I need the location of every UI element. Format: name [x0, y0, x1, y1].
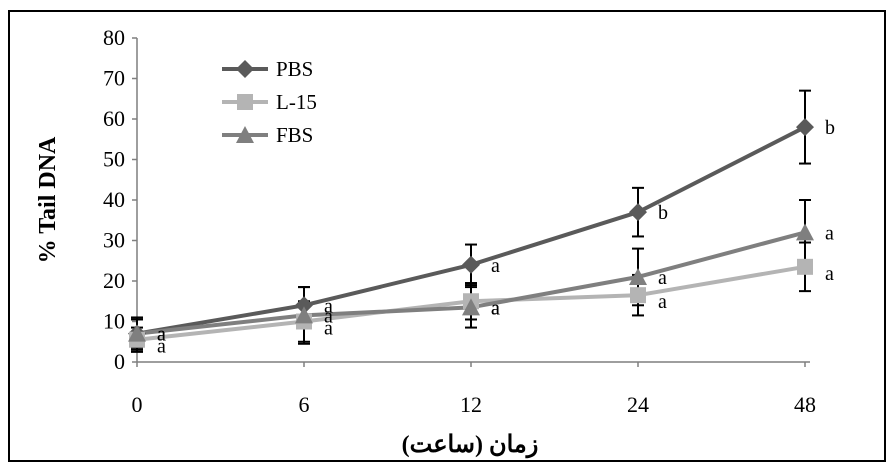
square-marker — [237, 94, 253, 110]
triangle-marker — [295, 306, 313, 324]
y-tick-label: 50 — [103, 147, 125, 172]
significance-label: b — [825, 117, 835, 139]
series-markers — [128, 118, 814, 348]
triangle-marker — [796, 223, 814, 241]
significance-label: a — [658, 291, 667, 313]
y-tick-label: 40 — [103, 187, 125, 212]
triangle-marker — [462, 298, 480, 316]
square-marker — [797, 258, 813, 275]
y-tick-label: 30 — [103, 228, 125, 253]
y-tick-label: 60 — [103, 106, 125, 131]
y-axis-title: % Tail DNA — [35, 136, 61, 263]
diamond-marker — [796, 118, 814, 137]
y-tick-label: 0 — [114, 349, 125, 374]
x-tick-label: 48 — [794, 392, 816, 417]
x-tick-label: 6 — [299, 392, 310, 417]
diamond-marker — [295, 296, 313, 315]
significance-label: a — [157, 324, 166, 346]
significance-label: a — [825, 263, 834, 285]
axes: 0 10 20 30 40 50 60 70 80 0 6 12 24 48 — [103, 25, 816, 417]
square-marker — [630, 287, 646, 304]
significance-label: a — [825, 222, 834, 244]
triangle-marker — [236, 126, 254, 143]
diamond-marker — [236, 60, 254, 78]
legend-label: L-15 — [276, 90, 317, 114]
significance-label: a — [157, 336, 166, 358]
significance-label: a — [324, 295, 333, 317]
chart-frame — [8, 10, 886, 462]
x-tick-label: 24 — [627, 392, 649, 417]
triangle-marker — [629, 267, 647, 285]
diamond-marker — [462, 255, 480, 274]
y-tick-label: 80 — [103, 25, 125, 50]
triangle-marker — [128, 324, 146, 342]
legend-label: FBS — [276, 123, 313, 147]
y-tick-label: 20 — [103, 268, 125, 293]
significance-label: a — [658, 267, 667, 289]
significance-label: a — [491, 297, 500, 319]
legend-label: PBS — [276, 57, 313, 81]
x-tick-label: 0 — [132, 392, 143, 417]
y-tick-label: 70 — [103, 66, 125, 91]
significance-label: a — [157, 324, 166, 346]
significance-label: a — [491, 297, 500, 319]
y-tick-label: 10 — [103, 309, 125, 334]
significance-label: b — [658, 202, 668, 224]
significance-label: a — [324, 305, 333, 327]
x-axis-title: زمان (ساعت) — [402, 432, 539, 459]
diamond-marker — [629, 203, 647, 222]
legend: PBS L-15 FBS — [222, 57, 317, 147]
significance-label: a — [491, 255, 500, 277]
significance-label: a — [324, 318, 333, 340]
x-tick-label: 12 — [460, 392, 482, 417]
